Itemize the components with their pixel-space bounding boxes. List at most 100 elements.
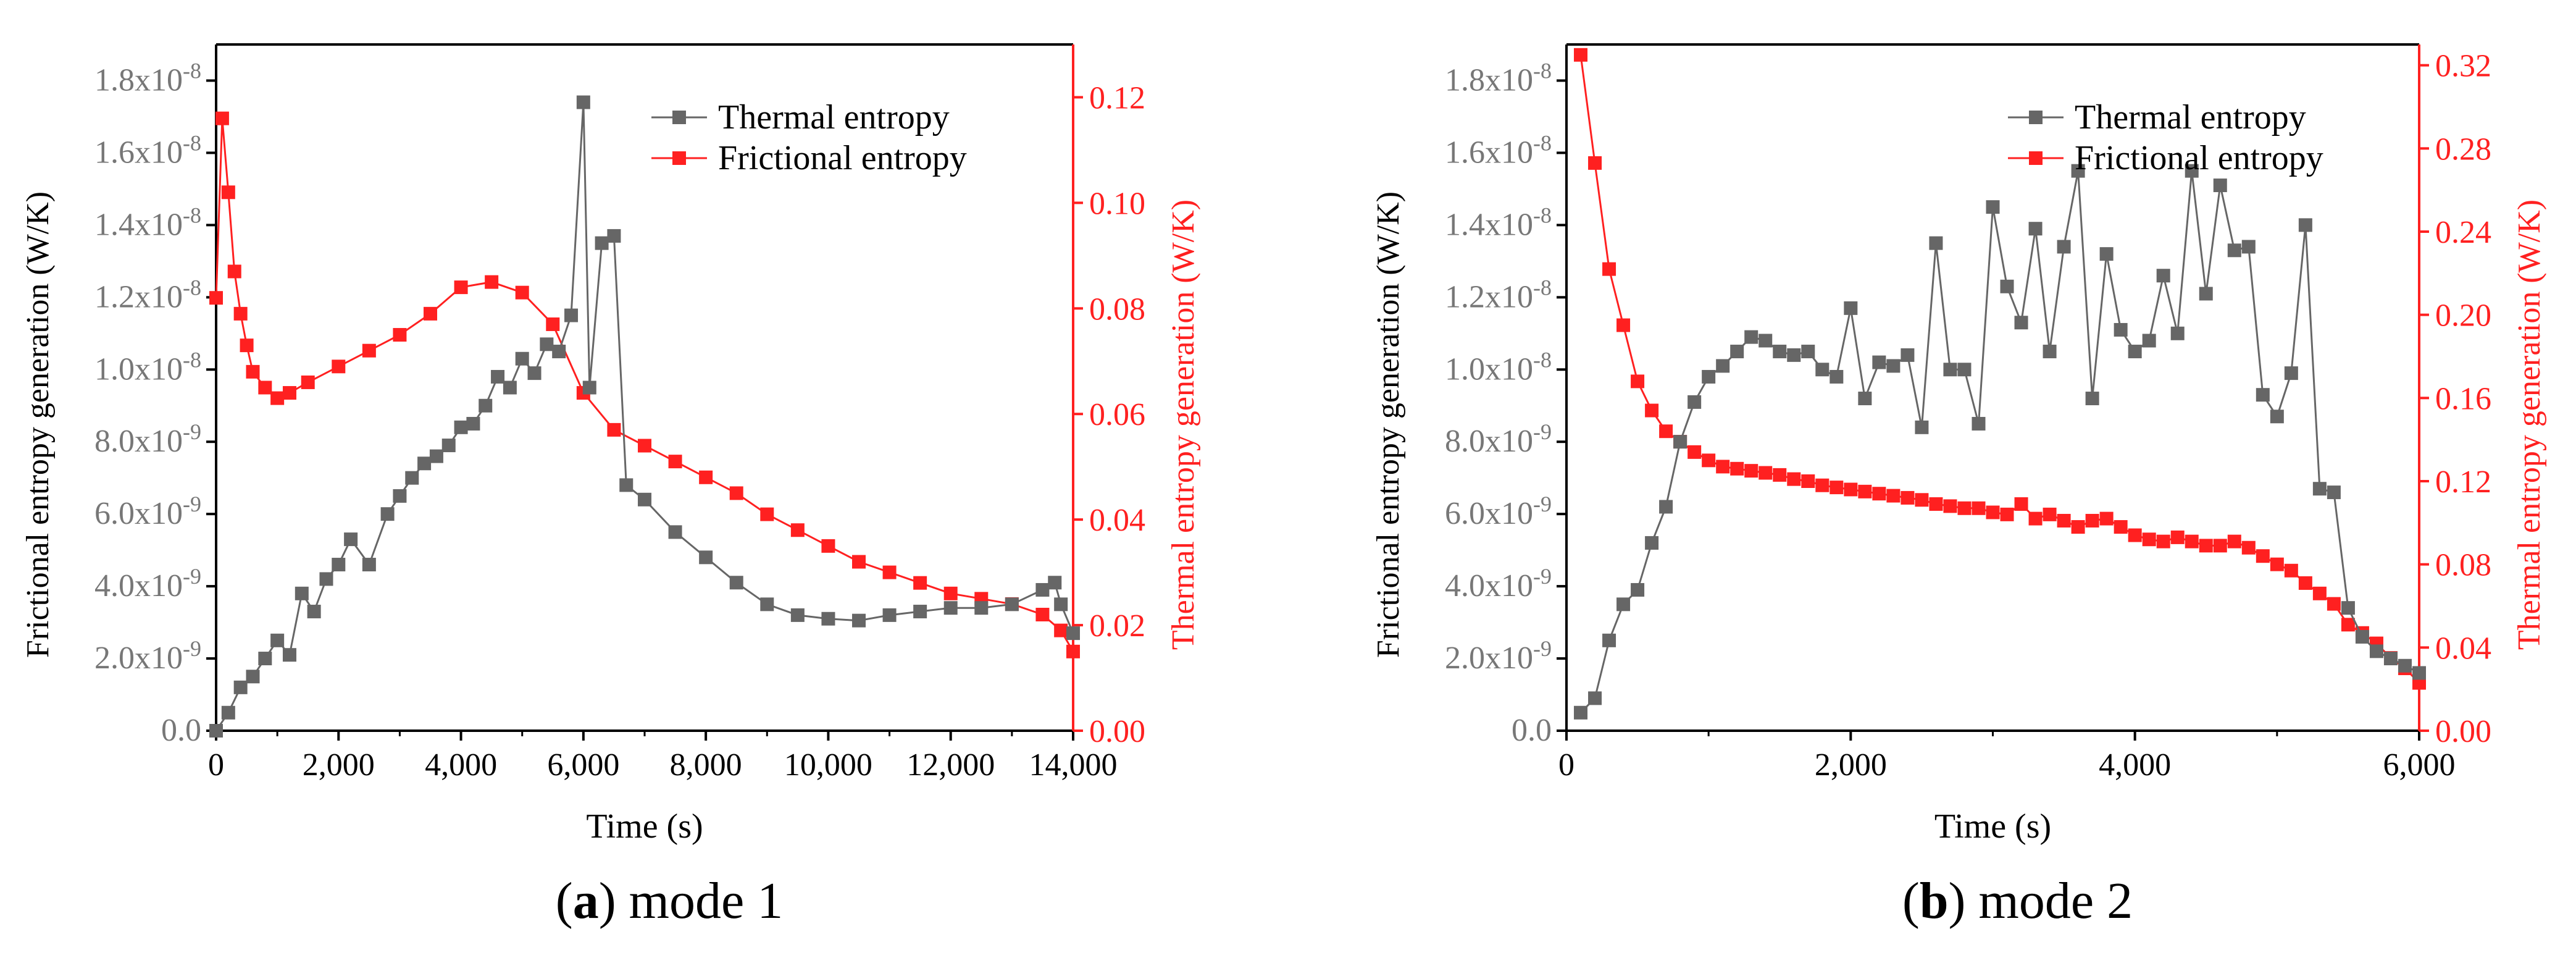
- caption-text: mode 2: [1966, 872, 2133, 930]
- left-tick-exponent: -9: [183, 636, 201, 661]
- left-tick-label: 1.4x10-8: [1445, 203, 1552, 242]
- series-0-marker: [1048, 576, 1062, 590]
- series-1-marker: [393, 328, 407, 342]
- left-tick-mantissa: 1.0x10: [1445, 351, 1533, 387]
- right-tick-label: 0.06: [1089, 397, 1145, 432]
- right-tick-label: 0.08: [1089, 292, 1145, 327]
- left-tick-label: 1.8x10-8: [1445, 58, 1552, 98]
- left-tick-exponent: -9: [1533, 492, 1552, 516]
- series-1-marker: [1886, 489, 1901, 503]
- series-1-marker: [2028, 511, 2043, 526]
- series-0-marker: [319, 572, 333, 586]
- left-tick-mantissa: 1.0x10: [94, 351, 183, 387]
- series-1-marker: [2085, 513, 2099, 528]
- series-1-marker: [2327, 597, 2341, 611]
- left-tick-exponent: -8: [1533, 58, 1552, 83]
- left-tick-label: 1.4x10-8: [94, 203, 201, 242]
- left-tick-label: 0.0: [1512, 713, 1552, 748]
- series-0-marker: [2099, 247, 2114, 261]
- series-0-marker: [1588, 691, 1602, 705]
- series-1-marker: [1588, 156, 1602, 170]
- series-1-marker: [1943, 499, 1957, 513]
- caption-paren-close: ): [1949, 872, 1966, 930]
- series-0-marker: [974, 601, 989, 615]
- series-1-marker: [760, 507, 774, 521]
- left-tick-label: 0.0: [161, 713, 201, 748]
- series-1-marker: [668, 455, 682, 469]
- series-0-marker: [2412, 666, 2426, 680]
- series-0-marker: [882, 608, 897, 622]
- series-0-marker: [619, 478, 634, 492]
- x-tick-label: 0: [208, 747, 224, 783]
- series-0-marker: [1872, 355, 1886, 369]
- left-tick-label: 2.0x10-9: [1445, 636, 1552, 676]
- series-1-marker: [1957, 501, 1972, 515]
- series-1-marker: [1758, 466, 1773, 480]
- series-1-marker: [1872, 487, 1886, 501]
- series-0-marker: [1787, 348, 1801, 362]
- caption-text: mode 1: [616, 872, 784, 930]
- series-1-marker: [209, 291, 223, 305]
- series-0-marker: [1901, 348, 1915, 362]
- series-1-marker: [2000, 507, 2014, 521]
- series-0-marker: [1858, 392, 1872, 406]
- series-0-marker: [2341, 601, 2355, 615]
- series-1-marker: [2241, 540, 2256, 555]
- series-0-marker: [2199, 287, 2213, 301]
- series-1-marker: [362, 343, 376, 358]
- left-tick-exponent: -8: [183, 347, 201, 372]
- left-tick-mantissa: 8.0x10: [94, 424, 183, 459]
- left-tick-label: 4.0x10-9: [1445, 564, 1552, 603]
- series-0-marker: [729, 576, 743, 590]
- series-1-marker: [282, 386, 296, 400]
- right-tick-label: 0.04: [1089, 503, 1145, 538]
- x-tick-label: 10,000: [784, 747, 872, 783]
- left-tick-label: 1.8x10-8: [94, 58, 201, 98]
- series-0-marker: [1744, 330, 1758, 344]
- left-tick-mantissa: 1.8x10: [1445, 62, 1533, 98]
- panel-caption: (a) mode 1: [556, 872, 784, 930]
- series-1-marker: [729, 486, 743, 500]
- series-1-marker: [227, 264, 241, 279]
- series-1-marker: [332, 359, 346, 374]
- series-0-marker: [2398, 658, 2412, 673]
- x-axis-label: Time (s): [586, 807, 703, 846]
- series-0-marker: [1602, 633, 1616, 647]
- left-tick-label: 6.0x10-9: [94, 492, 201, 531]
- series-1-marker: [515, 285, 529, 300]
- series-0-marker: [1830, 369, 1844, 384]
- left-tick-mantissa: 1.6x10: [94, 135, 183, 170]
- series-0-marker: [1815, 363, 1830, 377]
- series-0-marker: [821, 612, 835, 626]
- left-tick-mantissa: 6.0x10: [1445, 496, 1533, 531]
- series-1-marker: [1901, 490, 1915, 505]
- left-tick-label: 2.0x10-9: [94, 636, 201, 676]
- series-1-marker: [2142, 532, 2156, 547]
- series-0-marker: [362, 558, 376, 572]
- series-0-marker: [491, 369, 505, 384]
- left-tick-exponent: -8: [183, 58, 201, 83]
- series-1-marker: [2071, 520, 2085, 534]
- left-tick-mantissa: 1.2x10: [94, 279, 183, 314]
- series-1-marker: [1972, 501, 1986, 515]
- x-tick-label: 12,000: [906, 747, 995, 783]
- series-1-marker: [424, 306, 437, 321]
- series-0-marker: [760, 597, 774, 612]
- left-tick-exponent: -8: [1533, 347, 1552, 372]
- left-tick-exponent: -8: [183, 275, 201, 300]
- x-tick-label: 4,000: [425, 747, 497, 783]
- series-1-marker: [2114, 520, 2128, 534]
- series-0-marker: [1929, 236, 1943, 250]
- series-0-marker: [344, 532, 358, 547]
- right-tick-label: 0.12: [2435, 464, 2491, 500]
- series-0-marker: [417, 456, 432, 471]
- x-tick-label: 6,000: [2383, 747, 2456, 783]
- right-tick-label: 0.10: [1089, 186, 1145, 221]
- right-tick-label: 0.16: [2435, 381, 2491, 416]
- caption-letter: b: [1920, 872, 1949, 930]
- right-tick-label: 0.00: [1089, 714, 1145, 749]
- series-0-marker: [1659, 500, 1673, 514]
- left-tick-mantissa: 4.0x10: [1445, 568, 1533, 603]
- series-0-marker: [246, 670, 260, 684]
